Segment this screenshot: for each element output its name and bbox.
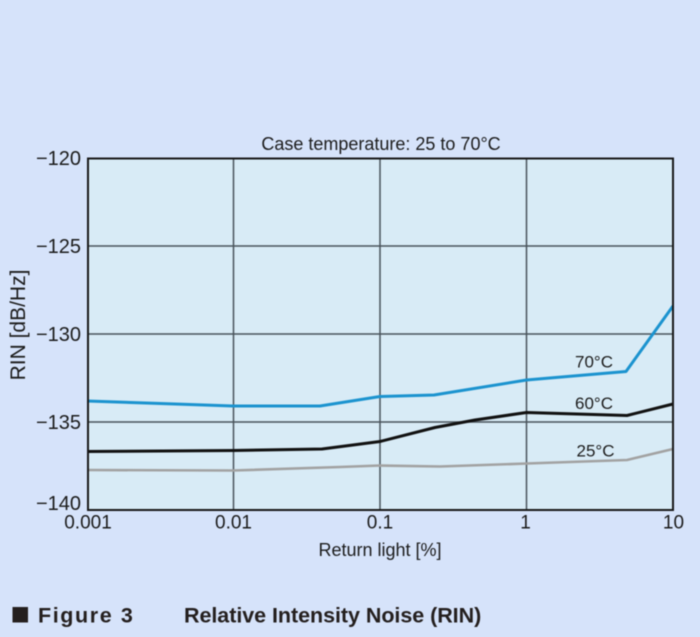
svg-text:10: 10 [663,513,684,534]
svg-text:−135: −135 [36,412,81,434]
svg-text:0.001: 0.001 [64,513,112,534]
svg-text:RIN [dB/Hz]: RIN [dB/Hz] [7,270,30,381]
svg-text:0.01: 0.01 [215,513,252,534]
svg-text:Figure 3: Figure 3 [38,604,134,628]
svg-text:Relative Intensity Noise (RIN): Relative Intensity Noise (RIN) [184,604,481,628]
svg-text:−125: −125 [36,236,81,258]
svg-text:0.1: 0.1 [367,513,393,534]
svg-text:60°C: 60°C [575,394,613,413]
svg-text:Case temperature: 25 to 70°C: Case temperature: 25 to 70°C [261,134,500,154]
svg-text:−120: −120 [36,148,81,170]
svg-text:−130: −130 [36,324,81,346]
svg-text:−140: −140 [36,493,81,515]
svg-text:1: 1 [520,513,531,534]
svg-text:70°C: 70°C [575,353,613,372]
svg-text:25°C: 25°C [577,442,615,461]
svg-text:Return light [%]: Return light [%] [318,540,441,560]
